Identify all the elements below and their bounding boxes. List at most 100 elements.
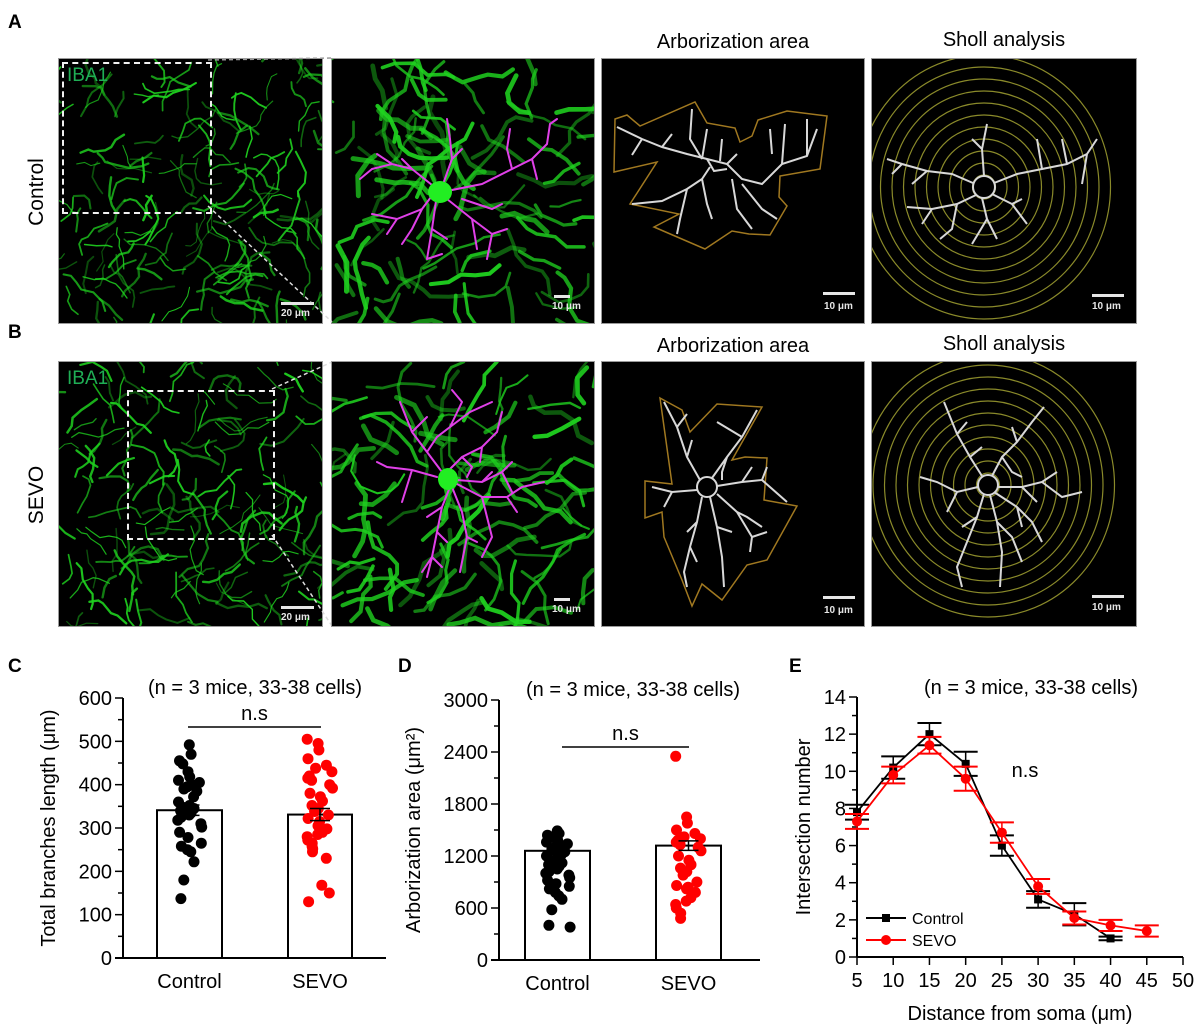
chart-total-branch-length: 0 100 200 300 400 500 600 (n = 3 mice, 33-38 ce… [38,677,386,993]
chart-sholl-intersections: 0 2 4 6 8 10 12 14 5 10 15 20 25 30 35 40 45 50 Distance f… [793,677,1194,1025]
svg-text:n.s: n.s [241,703,268,725]
scale-bar [554,598,570,601]
title-sholl-a: Sholl analysis [942,29,1066,51]
svg-text:35: 35 [1063,970,1085,992]
scale-bar [823,292,855,295]
svg-text:(n = 3 mice, 33-38 cells): (n = 3 mice, 33-38 cells) [924,677,1138,699]
svg-text:45: 45 [1136,970,1158,992]
svg-text:1800: 1800 [444,794,489,816]
scale-bar [281,302,314,305]
iba1-overview-image [59,362,322,626]
svg-text:2: 2 [835,910,846,932]
zoom-region-box [62,62,212,214]
scale-bar-label: 10 μm [1092,602,1121,613]
iba1-overview-image [59,59,322,323]
channel-label: IBA1 [67,65,109,86]
svg-text:10: 10 [882,970,904,992]
svg-text:0: 0 [477,950,488,972]
micrograph-zoom-control: 10 μm [331,58,595,324]
scale-bar-label: 10 μm [824,301,853,312]
scale-bar [1092,595,1124,598]
svg-text:Arborization area (μm²): Arborization area (μm²) [403,727,425,933]
svg-text:600: 600 [79,688,112,710]
panel-letter-d: D [398,656,412,677]
svg-text:20: 20 [955,970,977,992]
title-arborization-a: Arborization area [656,31,810,53]
svg-text:n.s: n.s [1012,760,1039,782]
arborization-area-control: 10 μm [601,58,865,324]
iba1-zoom-image [332,362,594,626]
sholl-analysis-control: 10 μm [871,58,1137,324]
svg-text:8: 8 [835,798,846,820]
svg-text:(n = 3 mice, 33-38 cells): (n = 3 mice, 33-38 cells) [148,677,362,699]
micrograph-zoom-sevo: 10 μm [331,361,595,627]
svg-text:500: 500 [79,731,112,753]
skeleton-image [919,401,1083,588]
microglia-trace-magenta [376,389,545,578]
svg-text:100: 100 [79,905,112,927]
title-sholl-b: Sholl analysis [942,333,1066,355]
svg-text:12: 12 [824,724,846,746]
scale-bar [823,596,855,599]
panel-letter-a: A [8,12,22,33]
iba1-zoom-image [332,59,594,323]
scale-bar [1092,294,1124,297]
scale-bar-label: 10 μm [824,605,853,616]
svg-text:600: 600 [455,898,488,920]
svg-text:SEVO: SEVO [292,971,348,993]
svg-text:14: 14 [824,687,846,709]
scale-bar-label: 20 μm [281,612,310,623]
svg-text:5: 5 [851,970,862,992]
micrograph-overview-control: IBA1 20 μm [58,58,323,324]
svg-text:40: 40 [1099,970,1121,992]
svg-text:3000: 3000 [444,690,489,712]
svg-text:15: 15 [918,970,940,992]
zoom-region-box [127,390,275,540]
scale-bar [554,295,570,298]
svg-text:25: 25 [991,970,1013,992]
svg-text:SEVO: SEVO [661,973,717,995]
scale-bar-label: 10 μm [552,604,581,615]
chart-arborization-area: 0 600 1200 1800 2400 3000 (n = 3 mice, 33-38 c… [403,679,760,995]
svg-text:0: 0 [101,948,112,970]
svg-text:50: 50 [1172,970,1194,992]
svg-text:1200: 1200 [444,846,489,868]
micrograph-overview-sevo: IBA1 20 μm [58,361,323,627]
svg-text:10: 10 [824,761,846,783]
svg-text:Control: Control [157,971,221,993]
skeleton-image [886,123,1098,245]
svg-text:n.s: n.s [612,723,639,745]
svg-text:Control: Control [912,911,964,928]
svg-text:400: 400 [79,775,112,797]
panel-letter-e: E [789,656,802,677]
svg-text:(n = 3 mice, 33-38 cells): (n = 3 mice, 33-38 cells) [526,679,740,701]
skeleton-hull-image [644,396,799,608]
microglia-trace-magenta [359,118,558,260]
panel-letter-b: B [8,322,22,343]
svg-text:Distance from soma (μm): Distance from soma (μm) [908,1003,1133,1025]
svg-text:0: 0 [835,947,846,969]
svg-text:Control: Control [525,973,589,995]
zoom-connector-lines [271,361,333,627]
svg-text:2400: 2400 [444,742,489,764]
sholl-rings-image [872,59,1112,320]
svg-text:SEVO: SEVO [912,933,956,950]
svg-text:Total branches length (μm): Total branches length (μm) [38,709,60,946]
arborization-area-sevo: 10 μm [601,361,865,627]
skeleton-hull-image [613,101,828,250]
scale-bar [281,606,314,609]
svg-text:Intersection number: Intersection number [793,738,815,915]
title-arborization-b: Arborization area [656,335,810,357]
svg-text:4: 4 [835,873,846,895]
sholl-analysis-sevo: 10 μm [871,361,1137,627]
svg-text:6: 6 [835,836,846,858]
zoom-connector-lines [207,57,333,323]
channel-label: IBA1 [67,368,109,389]
scale-bar-label: 20 μm [281,308,310,319]
scale-bar-label: 10 μm [552,301,581,312]
svg-text:200: 200 [79,861,112,883]
svg-text:300: 300 [79,818,112,840]
scale-bar-label: 10 μm [1092,301,1121,312]
svg-text:30: 30 [1027,970,1049,992]
